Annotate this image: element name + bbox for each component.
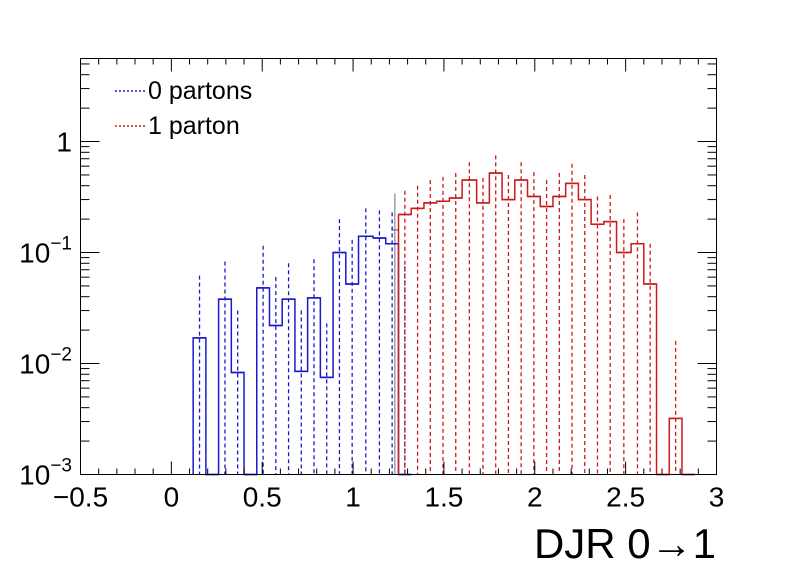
y-tick-label-exponent-1: −2 [50, 345, 72, 366]
x-axis-label: DJR 0→1 [534, 520, 716, 567]
series-0 [192, 208, 412, 476]
legend-label-1-parton: 1 parton [148, 112, 240, 140]
y-tick-label-base-0: 10 [19, 460, 50, 491]
series-1 [397, 155, 695, 476]
y-tick-label-0: 10−3 [19, 456, 72, 491]
x-tick-label-4: 1.5 [424, 482, 463, 513]
x-tick-label-1: 0 [164, 482, 180, 513]
y-tick-label-exponent-2: −1 [50, 234, 72, 255]
y-tick-label-1: 10−2 [19, 345, 72, 380]
y-tick-label-base-1: 10 [19, 349, 50, 380]
axes: −0.5 0 0.5 1 1.5 2 2.5 310−310−210−11 [19, 58, 725, 513]
x-axis-label-prefix: DJR 0 [534, 520, 651, 567]
y-tick-label-exponent-0: −3 [50, 456, 72, 477]
x-tick-label-5: 2 [527, 482, 543, 513]
y-tick-label-2: 10−1 [19, 234, 72, 269]
x-tick-label-3: 1 [345, 482, 361, 513]
x-tick-label-0: −0.5 [53, 482, 108, 513]
plot-content [192, 155, 695, 476]
x-axis-label-suffix: 1 [693, 520, 716, 567]
legend-label-0-partons: 0 partons [148, 77, 252, 105]
x-tick-label-7: 3 [709, 482, 725, 513]
legend: 0 partons 1 parton [115, 77, 252, 140]
y-tick-label-3: 1 [56, 127, 72, 158]
plot-frame [80, 58, 717, 475]
x-tick-label-2: 0.5 [243, 482, 282, 513]
y-tick-label-base-2: 10 [19, 238, 50, 269]
series-0-step-outline [192, 235, 412, 476]
x-tick-label-6: 2.5 [606, 482, 645, 513]
x-axis-label-arrow: → [651, 520, 693, 567]
